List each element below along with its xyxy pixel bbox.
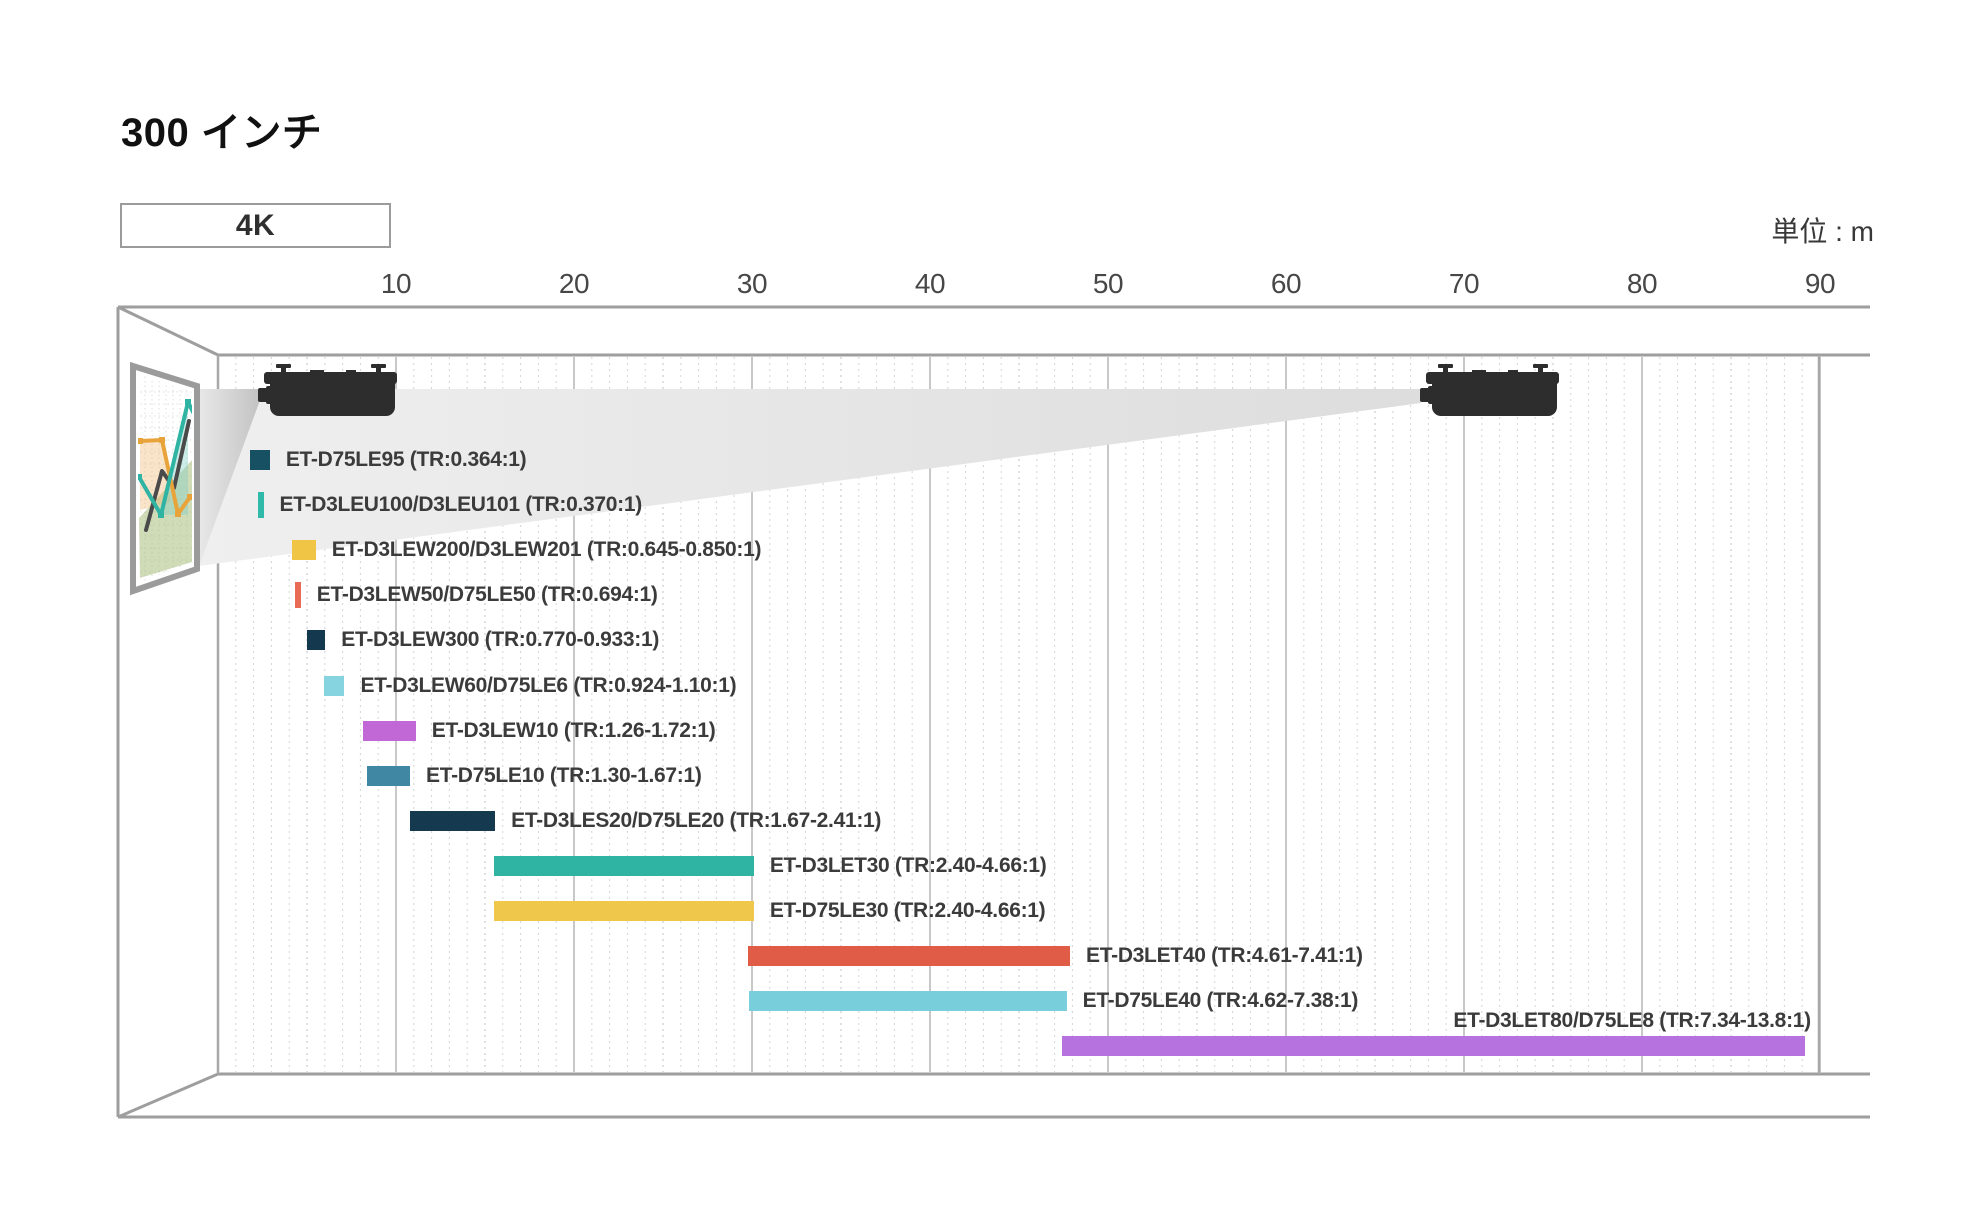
lens-label: ET-D3LEW50/D75LE50 (TR:0.694:1) — [316, 583, 658, 607]
lens-label: ET-D75LE40 (TR:4.62-7.38:1) — [1082, 989, 1359, 1013]
axis-tick: 20 — [558, 268, 590, 299]
lens-bar — [306, 630, 326, 651]
lens-bar — [410, 810, 496, 831]
resolution-badge: 4K — [120, 203, 391, 248]
axis-tick: 50 — [1092, 268, 1124, 299]
axis-tick: 70 — [1448, 268, 1480, 299]
screen-chart-art — [138, 374, 192, 583]
lens-label: ET-D3LEW300 (TR:0.770-0.933:1) — [341, 628, 660, 652]
axis-tick: 80 — [1626, 268, 1658, 299]
screen — [130, 361, 200, 596]
lens-bar — [749, 991, 1067, 1012]
lens-bar — [748, 946, 1071, 967]
projector-left — [258, 364, 397, 416]
axis-tick: 30 — [736, 268, 768, 299]
lens-label: ET-D3LEW60/D75LE6 (TR:0.924-1.10:1) — [360, 673, 737, 697]
lens-bar — [249, 450, 270, 470]
lens-bar — [493, 855, 754, 876]
axis-tick: 10 — [380, 268, 412, 299]
lens-label: ET-D3LET40 (TR:4.61-7.41:1) — [1086, 944, 1363, 968]
projector-right — [1420, 364, 1559, 416]
page-title: 300 インチ — [121, 111, 323, 155]
lens-bar — [367, 765, 411, 786]
lens-bar — [257, 492, 264, 519]
lens-bar — [493, 901, 754, 921]
beam-right-projector — [199, 389, 1421, 566]
lens-label: ET-D3LET30 (TR:2.40-4.66:1) — [769, 853, 1047, 877]
lens-label: ET-D75LE10 (TR:1.30-1.67:1) — [426, 763, 702, 787]
unit-label: 単位 : m — [1771, 216, 1874, 247]
axis-tick: 60 — [1270, 268, 1302, 299]
axis-tick: 40 — [914, 268, 946, 299]
lens-bar — [294, 582, 301, 609]
lens-label: ET-D3LEW10 (TR:1.26-1.72:1) — [431, 718, 716, 742]
lens-label: ET-D75LE95 (TR:0.364:1) — [285, 448, 527, 471]
axis-tick: 90 — [1804, 268, 1836, 299]
lens-bar — [324, 675, 345, 696]
lens-label: ET-D3LES20/D75LE20 (TR:1.67-2.41:1) — [511, 808, 882, 832]
lens-bar — [1062, 1036, 1805, 1057]
lens-label: ET-D3LEU100/D3LEU101 (TR:0.370:1) — [279, 493, 643, 517]
room-outline — [116, 305, 1870, 1119]
lens-label: ET-D75LE30 (TR:2.40-4.66:1) — [769, 899, 1046, 922]
lens-label: ET-D3LEW200/D3LEW201 (TR:0.645-0.850:1) — [331, 538, 762, 562]
lens-bar — [292, 540, 316, 561]
beam-left-projector — [199, 389, 259, 566]
lens-bar — [362, 720, 416, 741]
lens-label: ET-D3LET80/D75LE8 (TR:7.34-13.8:1) — [1453, 1009, 1811, 1033]
